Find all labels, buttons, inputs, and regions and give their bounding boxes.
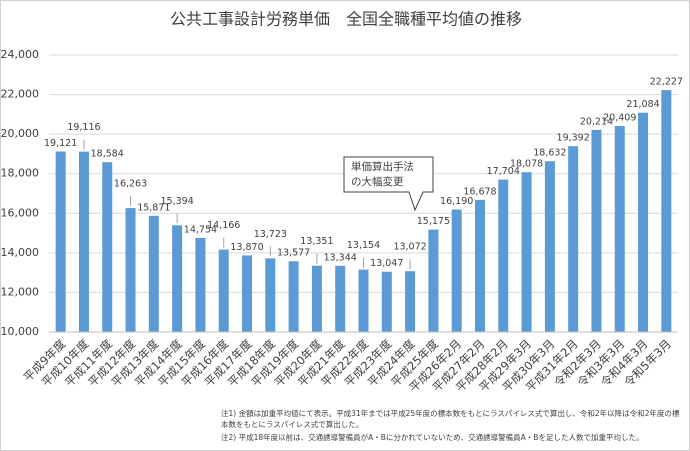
bar [661,90,672,332]
data-label: 13,723 [254,229,287,240]
y-tick-label: 22,000 [1,88,39,101]
callout-box [343,156,434,212]
data-label: 14,754 [184,224,217,235]
data-label: 13,344 [324,252,357,263]
bar [381,271,392,332]
y-tick-label: 10,000 [1,325,39,338]
bar [148,215,159,332]
note: 注2) 平成18年度以前は、交通誘導警備員がA・Bに分かれていないため、交通誘導… [221,433,644,442]
data-label: 16,190 [440,196,473,207]
data-label: 13,072 [393,242,426,253]
bar [125,208,136,332]
data-label: 19,121 [44,138,77,149]
data-label: 18,632 [533,148,566,159]
data-label: 16,678 [463,186,496,197]
bar [55,151,66,332]
data-label: 18,078 [510,159,543,170]
data-label: 15,175 [417,216,450,227]
bar [288,261,299,332]
annotation: 単価算出手法 [351,160,414,173]
data-label: 13,351 [300,236,333,247]
chart-title: 公共工事設計労務単価 全国全職種平均値の推移 [170,10,522,29]
data-label: 21,084 [626,99,659,110]
y-tick-label: 18,000 [1,167,39,180]
y-tick-label: 12,000 [1,285,39,298]
bar [195,237,206,332]
note: 注1) 金額は加重平均値にて表示。平成31年までは平成25年度の標本数をもとにラ… [221,409,680,429]
data-label: 19,392 [557,133,590,144]
bar [521,172,532,332]
bar [591,129,602,332]
bar [451,209,462,332]
bar [474,199,485,332]
bar [335,265,346,332]
data-label: 15,394 [161,196,194,207]
data-label: 22,227 [650,77,683,88]
bar [405,271,416,332]
data-label: 17,704 [487,166,520,177]
data-label: 13,870 [230,242,263,253]
data-label: 13,577 [277,248,310,259]
bar [568,146,579,332]
bar [311,265,322,332]
bar [638,112,649,332]
bar [614,126,625,332]
data-label: 19,116 [67,122,100,133]
data-label: 18,584 [91,149,124,160]
data-label: 13,154 [347,240,380,251]
bar [172,225,183,332]
bar [218,249,229,332]
data-label: 16,263 [114,179,147,190]
data-label: 13,047 [370,258,403,269]
data-label: 15,871 [137,202,170,213]
y-tick-label: 24,000 [1,48,39,61]
data-label: 20,409 [603,113,636,124]
annotation: の大幅変更 [351,175,404,188]
bar [102,162,113,332]
y-tick-label: 16,000 [1,206,39,219]
bar [498,179,509,332]
bar [242,255,253,332]
bar [78,151,89,332]
y-tick-label: 20,000 [1,127,39,140]
bar [265,258,276,332]
y-tick-label: 14,000 [1,246,39,259]
bar [544,161,555,332]
data-label: 20,214 [580,116,613,127]
bar [428,229,439,332]
data-label: 14,166 [207,220,240,231]
bar [358,269,369,332]
